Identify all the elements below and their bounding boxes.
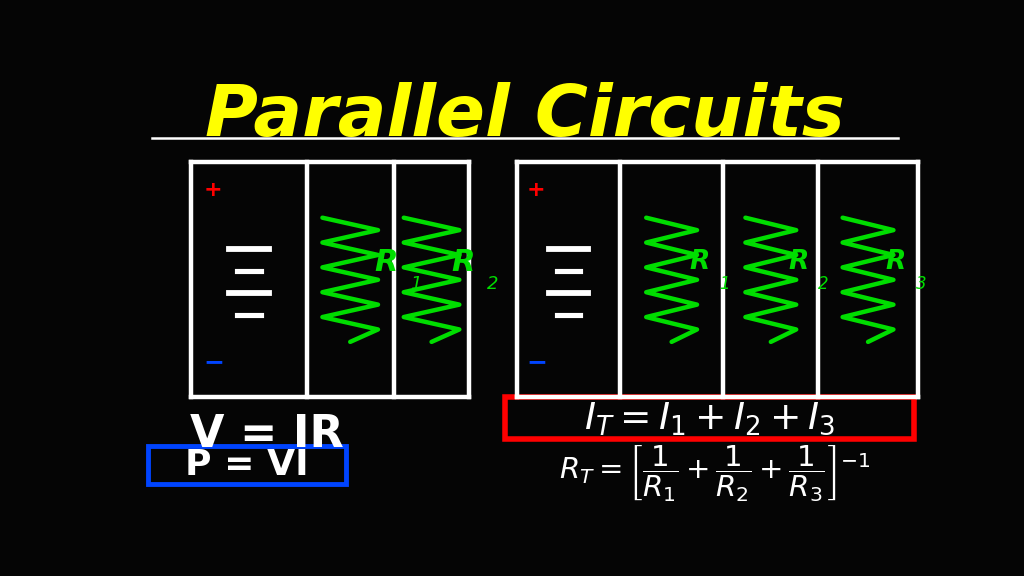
Bar (147, 446, 346, 484)
Text: R: R (452, 248, 475, 276)
Text: +: + (204, 180, 222, 200)
Text: R: R (689, 249, 710, 275)
Text: $\mathit{I}_T = \mathit{I}_1 + \mathit{I}_2 + \mathit{I}_3$: $\mathit{I}_T = \mathit{I}_1 + \mathit{I… (584, 400, 835, 437)
Text: $R_T = \left[\dfrac{1}{R_1} + \dfrac{1}{R_2} + \dfrac{1}{R_3}\right]^{-1}$: $R_T = \left[\dfrac{1}{R_1} + \dfrac{1}{… (559, 444, 871, 504)
Text: R: R (374, 248, 397, 276)
Text: P = VI: P = VI (185, 448, 309, 482)
Text: 2: 2 (487, 275, 499, 293)
Text: −: − (526, 350, 548, 374)
Text: 2: 2 (818, 275, 829, 293)
Bar (505, 397, 913, 439)
Text: R: R (886, 249, 906, 275)
Text: −: − (204, 350, 224, 374)
Text: R: R (788, 249, 809, 275)
Text: +: + (526, 180, 545, 200)
Text: 1: 1 (719, 275, 730, 293)
Text: V = IR: V = IR (190, 413, 344, 456)
Text: 3: 3 (915, 275, 927, 293)
Text: Parallel Circuits: Parallel Circuits (205, 82, 845, 151)
Text: 1: 1 (410, 275, 421, 293)
